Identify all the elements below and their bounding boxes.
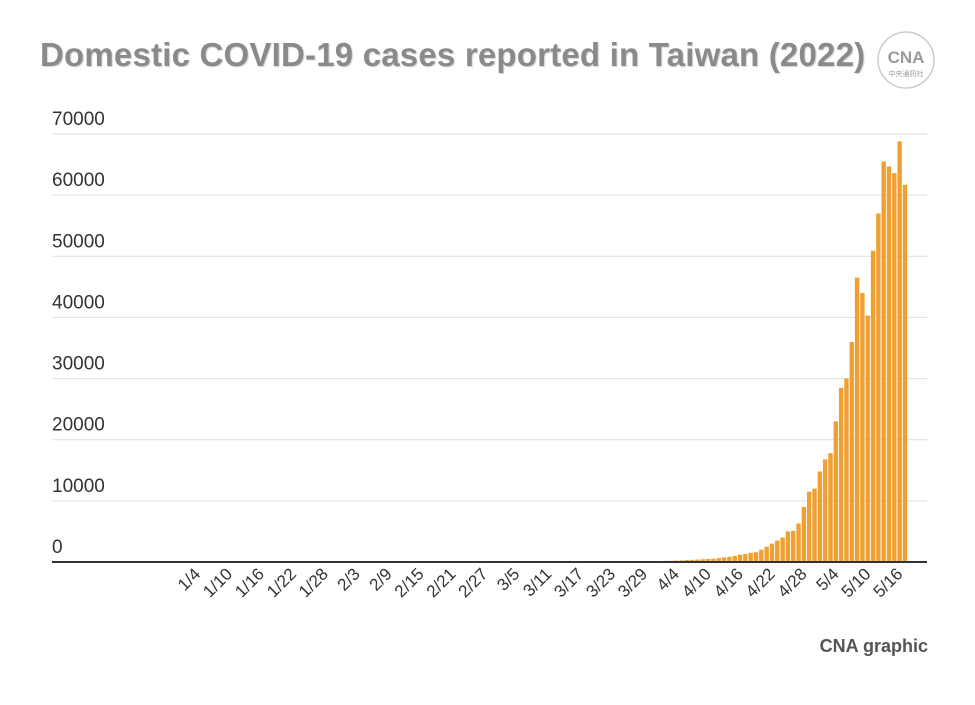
- x-tick-label: 5/16: [870, 564, 907, 601]
- bar: [822, 459, 828, 562]
- x-tick-label: 4/16: [710, 564, 747, 601]
- x-tick-label: 3/5: [493, 564, 523, 594]
- bar: [817, 471, 823, 562]
- bar: [769, 543, 775, 562]
- logo-subtext: 中央通訊社: [889, 69, 924, 78]
- y-tick-label: 70000: [52, 109, 105, 130]
- x-tick-label: 1/4: [174, 564, 204, 594]
- bar: [828, 453, 833, 562]
- x-tick-label: 2/9: [366, 564, 396, 594]
- x-tick-label: 2/21: [423, 564, 460, 601]
- y-tick-label: 60000: [52, 170, 105, 191]
- bar: [737, 554, 743, 562]
- x-tick-label: 2/15: [391, 564, 428, 601]
- x-tick-label: 3/23: [582, 564, 619, 601]
- x-tick-label: 5/10: [838, 564, 875, 601]
- bar: [711, 558, 716, 562]
- y-tick-label: 30000: [52, 354, 105, 375]
- bars: [658, 141, 908, 563]
- bar: [801, 506, 807, 562]
- x-tick-label: 1/22: [263, 564, 300, 601]
- gridlines: [52, 133, 927, 502]
- bar: [695, 559, 700, 562]
- bar: [902, 184, 908, 562]
- bar: [897, 141, 902, 562]
- bar: [849, 341, 854, 562]
- bar: [838, 387, 844, 562]
- bar: [780, 537, 785, 562]
- credit-text: CNA graphic: [819, 636, 928, 656]
- x-tick-label: 3/11: [519, 564, 555, 600]
- y-tick-label: 20000: [52, 415, 105, 436]
- bar: [753, 552, 759, 562]
- x-tick-label: 4/10: [678, 564, 715, 601]
- bar: [748, 552, 753, 562]
- bar: [892, 173, 897, 562]
- bar: [716, 558, 721, 562]
- chart-title: Domestic COVID-19 cases reported in Taiw…: [40, 36, 866, 73]
- y-axis-ticks: 0 10000 20000 30000 40000 50000 60000 70000: [52, 109, 105, 558]
- bar: [721, 557, 727, 562]
- cna-logo-icon: CNA 中央通訊社: [877, 31, 935, 89]
- bar: [807, 491, 812, 562]
- y-tick-label: 10000: [52, 476, 105, 497]
- bar: [796, 523, 801, 562]
- bar: [743, 554, 748, 562]
- x-tick-label: 4/28: [774, 564, 811, 601]
- bar: [727, 556, 732, 562]
- x-tick-label: 1/16: [231, 564, 268, 601]
- x-tick-label: 4/22: [742, 564, 779, 601]
- bar: [844, 378, 849, 562]
- x-axis-ticks: 1/41/101/161/221/28 2/3 2/92/152/212/27 3/5…: [174, 564, 906, 601]
- x-tick-label: 4/4: [653, 564, 683, 594]
- x-tick-label: 1/10: [199, 564, 236, 601]
- logo-text: CNA: [888, 48, 925, 67]
- bar: [791, 530, 796, 562]
- bar: [700, 559, 705, 562]
- y-tick-label: 50000: [52, 231, 105, 252]
- bar: [860, 292, 865, 562]
- bar: [833, 421, 838, 562]
- bar: [764, 546, 769, 562]
- bar: [775, 540, 780, 562]
- x-tick-label: 1/28: [295, 564, 332, 601]
- bar: [854, 277, 860, 562]
- x-tick-label: 5/4: [812, 564, 842, 594]
- x-tick-label: 3/17: [550, 564, 587, 601]
- bar: [812, 488, 817, 562]
- bar: [881, 161, 886, 562]
- bar: [732, 555, 737, 562]
- y-tick-label: 40000: [52, 292, 105, 313]
- bar: [886, 166, 892, 562]
- bar: [705, 558, 711, 562]
- bar: [876, 213, 881, 563]
- bar: [689, 559, 695, 562]
- y-tick-label: 0: [52, 537, 63, 558]
- bar: [785, 531, 791, 562]
- bar: [870, 250, 876, 562]
- x-tick-label: 3/29: [614, 564, 651, 601]
- bar: [865, 315, 870, 562]
- bar: [759, 549, 764, 562]
- x-tick-label: 2/3: [334, 564, 364, 594]
- x-tick-label: 2/27: [455, 564, 492, 601]
